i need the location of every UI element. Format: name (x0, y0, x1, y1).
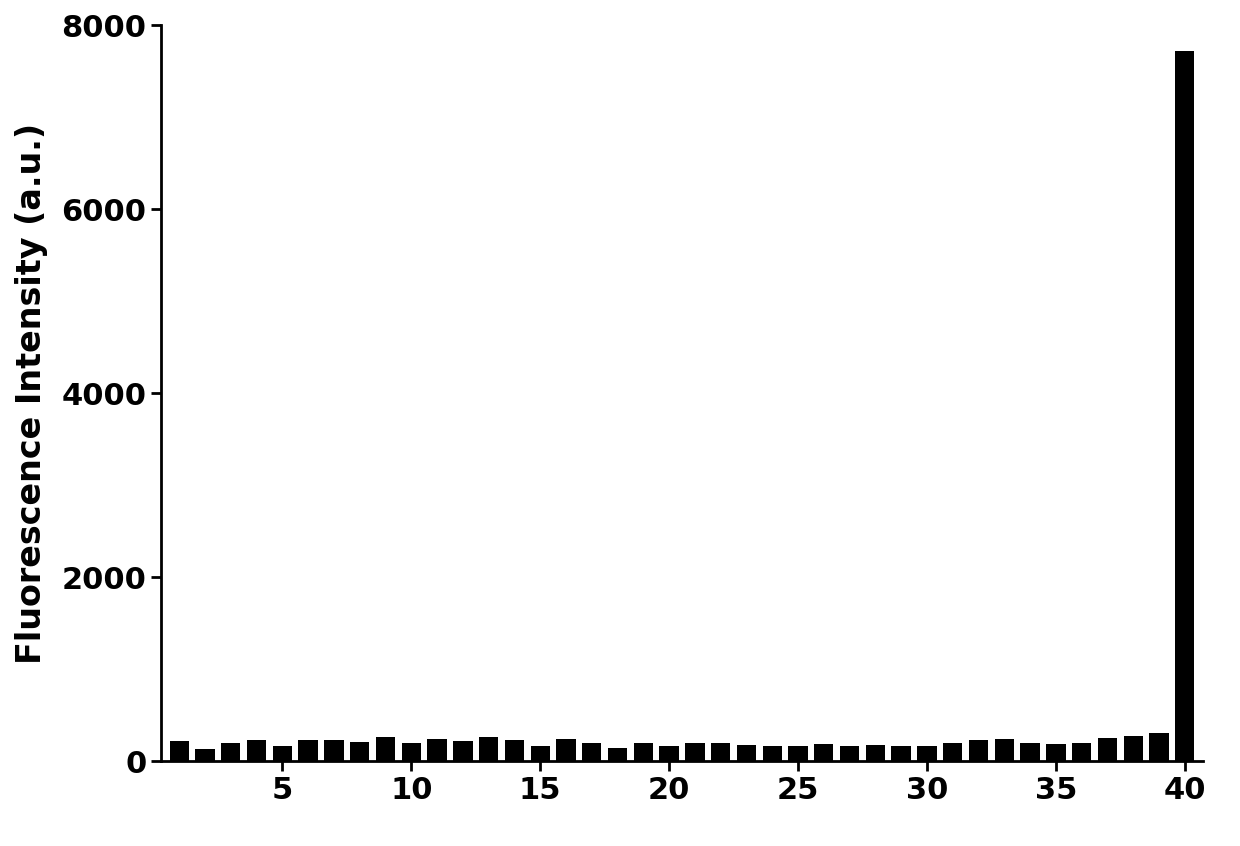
Bar (170, 741, 188, 761)
Bar (815, 744, 833, 761)
Bar (325, 740, 343, 761)
Bar (634, 743, 653, 761)
Bar (1071, 743, 1091, 761)
Bar (557, 739, 575, 761)
Bar (994, 739, 1014, 761)
Bar (711, 743, 730, 761)
Y-axis label: Fluorescence Intensity (a.u.): Fluorescence Intensity (a.u.) (15, 123, 47, 664)
Bar (1021, 743, 1039, 761)
Bar (686, 743, 704, 761)
Bar (299, 740, 317, 761)
Bar (453, 741, 472, 761)
Bar (1097, 739, 1117, 761)
Bar (350, 742, 370, 761)
Bar (968, 740, 988, 761)
Bar (1047, 744, 1065, 761)
Bar (376, 737, 396, 761)
Bar (944, 743, 962, 761)
Bar (531, 746, 549, 761)
Bar (1149, 733, 1168, 761)
Bar (247, 740, 267, 761)
Bar (789, 746, 807, 761)
Bar (763, 746, 782, 761)
Bar (505, 740, 525, 761)
Bar (918, 746, 936, 761)
Bar (866, 744, 885, 761)
Bar (196, 750, 215, 761)
Bar (402, 743, 420, 761)
Bar (428, 739, 446, 761)
Bar (273, 746, 293, 761)
Bar (892, 746, 911, 761)
Bar (608, 748, 627, 761)
Bar (221, 743, 241, 761)
Bar (660, 746, 678, 761)
Bar (839, 746, 859, 761)
Bar (1123, 736, 1143, 761)
Bar (737, 744, 756, 761)
Bar (582, 743, 601, 761)
Bar (1176, 51, 1194, 761)
Bar (479, 737, 498, 761)
